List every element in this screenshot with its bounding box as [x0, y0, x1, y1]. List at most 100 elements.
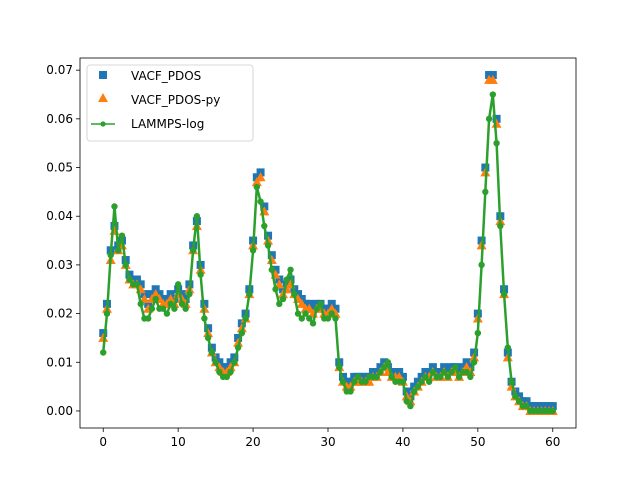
series-lammps-log: [100, 91, 556, 415]
data-point-lammps-log: [317, 300, 324, 308]
data-point-lammps-log: [309, 320, 317, 327]
data-point-lammps-log: [231, 359, 238, 366]
square-marker-icon: [99, 71, 107, 79]
data-point-lammps-log: [444, 373, 452, 381]
x-tick-label: 10: [171, 435, 186, 449]
legend: VACF_PDOS VACF_PDOS-py LAMMPS-log: [86, 64, 254, 142]
data-point-lammps-log: [422, 373, 429, 381]
data-point-vacf-pdos-py: [255, 172, 266, 182]
data-point-lammps-log: [152, 295, 159, 303]
data-point-lammps-log: [118, 232, 126, 239]
y-tick-label: 0.06: [46, 112, 73, 126]
data-point-lammps-log: [474, 329, 482, 337]
data-point-lammps-log: [279, 295, 287, 303]
data-point-lammps-log: [159, 305, 167, 312]
legend-label-vacf-py: VACF_PDOS-py: [131, 93, 220, 107]
data-point-lammps-log: [291, 290, 298, 298]
data-point-lammps-log: [302, 310, 309, 317]
data-point-lammps-log: [227, 368, 234, 376]
data-point-lammps-log: [523, 402, 530, 410]
data-point-lammps-log: [489, 91, 497, 98]
data-point-lammps-log: [133, 281, 141, 288]
data-point-lammps-log: [182, 305, 189, 312]
data-point-lammps-log: [261, 222, 268, 230]
y-tick-label: 0.00: [46, 404, 73, 418]
data-point-lammps-log: [463, 368, 470, 376]
data-point-lammps-log: [249, 247, 257, 254]
data-point-lammps-log: [204, 334, 212, 342]
data-point-lammps-log: [103, 310, 111, 317]
data-point-vacf-pdos-py: [326, 303, 337, 313]
data-point-vacf-pdos-py: [304, 303, 315, 313]
data-point-lammps-log: [399, 378, 407, 385]
data-point-lammps-log: [126, 276, 133, 283]
data-point-lammps-log: [339, 378, 347, 385]
data-point-lammps-log: [437, 373, 444, 381]
data-point-lammps-log: [246, 290, 253, 298]
data-point-lammps-log: [407, 402, 414, 410]
data-point-lammps-log: [163, 310, 171, 317]
data-point-lammps-log: [264, 242, 272, 249]
data-point-lammps-log: [186, 290, 193, 298]
data-point-lammps-log: [257, 198, 264, 205]
data-point-lammps-log: [171, 305, 178, 312]
data-point-lammps-log: [440, 368, 448, 376]
data-point-lammps-log: [336, 363, 343, 371]
data-point-vacf-pdos-py: [251, 177, 262, 187]
data-point-lammps-log: [377, 368, 384, 376]
data-point-lammps-log: [448, 368, 455, 376]
data-point-lammps-log: [272, 286, 279, 293]
data-point-lammps-log: [414, 383, 422, 390]
data-point-lammps-log: [294, 310, 302, 317]
data-point-lammps-log: [452, 363, 459, 371]
data-point-lammps-log: [410, 388, 418, 395]
data-point-lammps-log: [351, 378, 358, 385]
y-tick-label: 0.03: [46, 258, 73, 272]
data-point-lammps-log: [504, 344, 512, 351]
data-point-lammps-log: [380, 363, 388, 371]
data-point-lammps-log: [234, 344, 242, 351]
y-tick-label: 0.01: [46, 355, 73, 369]
data-point-lammps-log: [384, 359, 392, 366]
data-point-lammps-log: [493, 139, 500, 147]
data-point-lammps-log: [223, 373, 231, 381]
data-point-lammps-log: [178, 300, 186, 308]
data-point-lammps-log: [467, 373, 474, 381]
data-point-lammps-log: [208, 349, 216, 356]
data-point-vacf-pdos-py: [236, 323, 247, 333]
data-point-lammps-log: [298, 315, 305, 322]
data-point-vacf-pdos-py: [139, 293, 150, 303]
data-point-vacf-pdos-py: [266, 255, 277, 265]
series-line-lammps-log: [101, 93, 553, 413]
data-point-vacf-pdos-py: [165, 293, 176, 303]
data-point-lammps-log: [283, 276, 290, 283]
data-point-lammps-log: [403, 398, 410, 405]
data-point-lammps-log: [388, 373, 395, 381]
data-point-lammps-log: [137, 300, 144, 308]
plot-area: [98, 71, 558, 415]
x-tick-label: 50: [470, 435, 485, 449]
data-point-lammps-log: [268, 266, 276, 273]
data-point-lammps-log: [276, 300, 283, 308]
data-point-lammps-log: [354, 373, 362, 381]
data-point-lammps-log: [144, 315, 152, 322]
data-point-lammps-log: [418, 378, 425, 385]
data-point-lammps-log: [482, 188, 489, 196]
data-point-vacf-pdos-py: [98, 332, 109, 342]
y-tick-label: 0.07: [46, 63, 73, 77]
data-point-vacf-pdos-py: [274, 279, 285, 289]
triangle-marker-icon: [98, 93, 108, 102]
data-point-lammps-log: [515, 398, 523, 405]
data-point-lammps-log: [148, 305, 156, 312]
data-point-lammps-log: [313, 305, 320, 312]
data-point-lammps-log: [107, 251, 114, 259]
data-point-lammps-log: [174, 281, 182, 288]
data-point-lammps-log: [497, 222, 504, 230]
tick-labels: 0 10 20 30 40 50 60 0.00 0.01 0.02 0.03 0.04 0.05 0.0…: [46, 63, 560, 449]
x-tick-label: 40: [395, 435, 410, 449]
legend-label-vacf: VACF_PDOS: [131, 69, 201, 83]
data-point-lammps-log: [549, 407, 556, 415]
x-tick-label: 60: [545, 435, 560, 449]
data-point-lammps-log: [332, 315, 339, 322]
